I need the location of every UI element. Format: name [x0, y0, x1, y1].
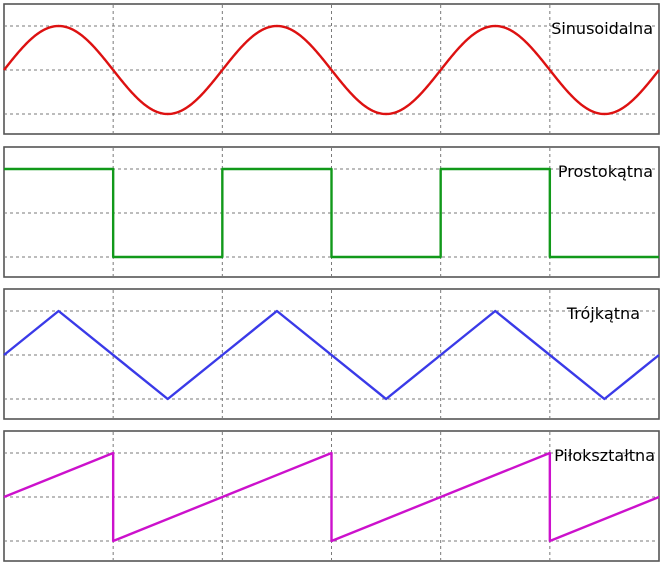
square-wave-label: Prostokątna [558, 162, 653, 181]
sawtooth-wave-curve [3, 451, 660, 543]
sawtooth-wave-label: Piłokształtna [554, 446, 655, 465]
panel-square: Prostokątna [3, 146, 660, 278]
panel-triangle: Trójkątna [3, 288, 660, 420]
sine-wave-label: Sinusoidalna [551, 19, 653, 38]
panel-sawtooth: Piłokształtna [3, 430, 660, 562]
triangle-wave-curve [3, 309, 660, 401]
square-wave-curve [4, 167, 659, 259]
panel-sine: Sinusoidalna [3, 3, 660, 135]
triangle-wave-label: Trójkątna [566, 304, 640, 323]
sine-wave-curve [3, 24, 660, 116]
